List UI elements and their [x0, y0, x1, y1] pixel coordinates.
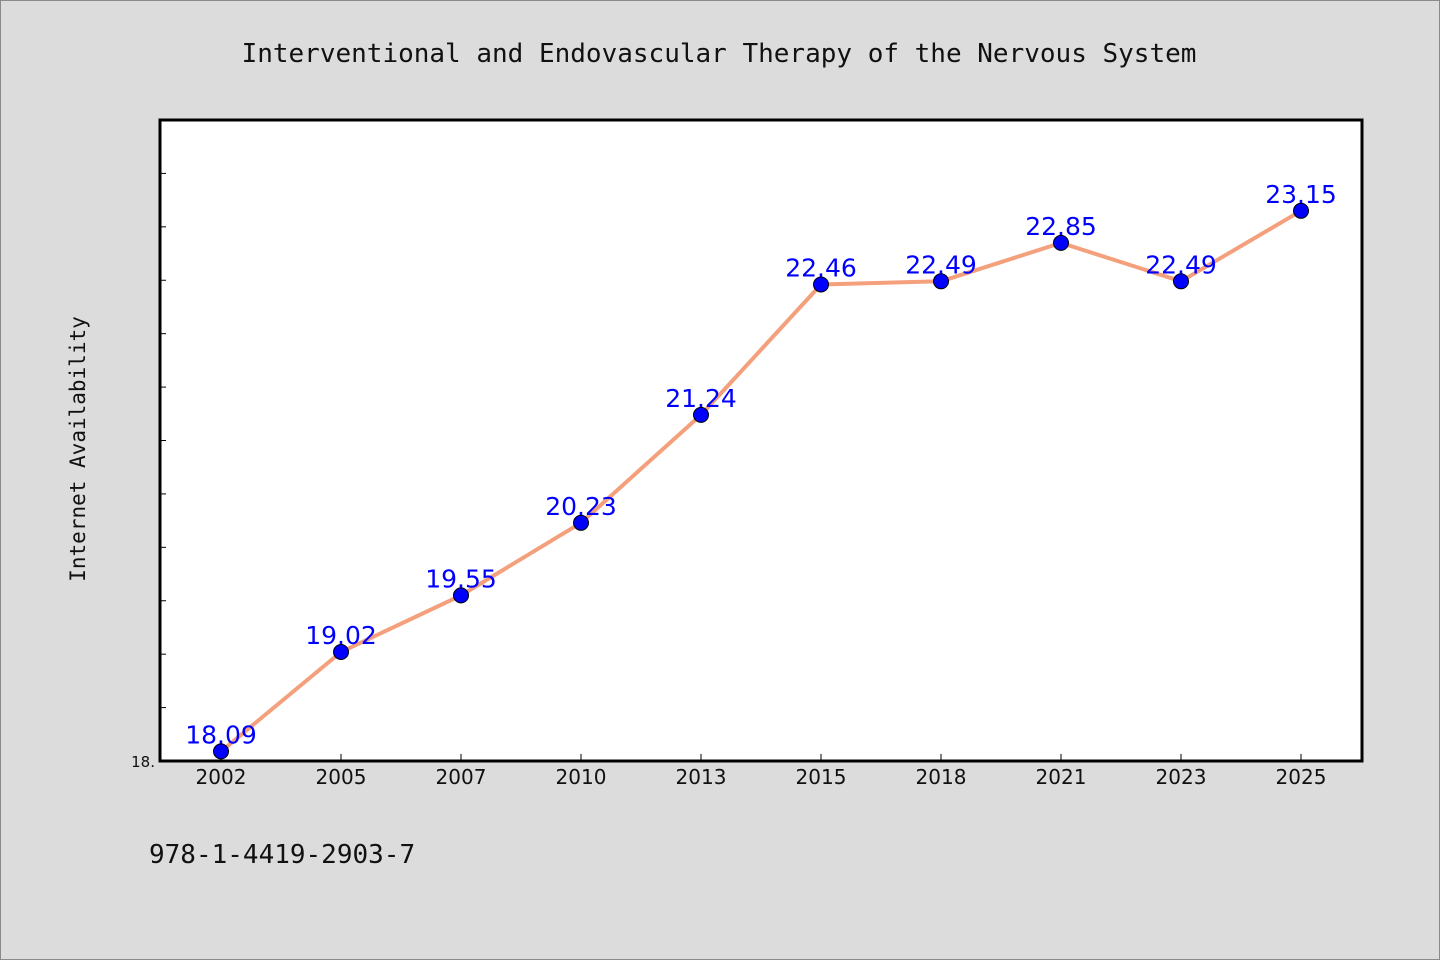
data-markers: [213, 202, 1309, 760]
plot-area: [160, 120, 1362, 761]
data-point: [813, 276, 829, 293]
data-point: [1293, 202, 1309, 219]
x-tick-label: 2023: [1156, 765, 1207, 789]
data-point: [1053, 234, 1069, 251]
data-label: 22.46: [785, 254, 857, 283]
data-label: 20.23: [545, 492, 617, 521]
plot-frame: [158, 118, 1364, 763]
data-point: [213, 743, 229, 760]
data-point: [693, 406, 709, 423]
x-tick-label: 2015: [796, 765, 847, 789]
data-label: 22.85: [1025, 212, 1097, 241]
data-labels: 18.09 19.02 19.55 20.23 21.24 22.46 22.49 22.85…: [185, 180, 1337, 750]
data-label: 23.15: [1265, 180, 1337, 209]
x-tick-label: 2013: [676, 765, 727, 789]
data-label: 19.02: [305, 621, 377, 650]
x-tick-label: 2018: [916, 765, 967, 789]
x-tick-label: 2002: [196, 765, 247, 789]
y-tick-label: 18.: [131, 753, 155, 771]
x-tick-label: 2007: [436, 765, 487, 789]
data-label: 22.49: [1145, 250, 1217, 279]
x-tick-label: 2021: [1036, 765, 1087, 789]
data-label: 22.49: [905, 250, 977, 279]
data-label: 19.55: [425, 564, 497, 593]
x-axis-tick-labels: 2002 2005 2007 2010 2013 2015 2018 2021 2023 2025: [196, 765, 1327, 789]
x-tick-label: 2005: [316, 765, 367, 789]
series-line: [219, 208, 1303, 754]
y-axis-label: Internet Availability: [66, 316, 90, 582]
chart-title: Interventional and Endovascular Therapy …: [242, 39, 1197, 69]
data-point: [1173, 273, 1189, 290]
x-tick-label: 2025: [1276, 765, 1327, 789]
data-label: 21.24: [665, 384, 737, 413]
x-tick-label: 2010: [556, 765, 607, 789]
data-label: 18.09: [185, 720, 257, 749]
footer-isbn: 978-1-4419-2903-7: [149, 840, 415, 870]
data-point: [333, 644, 349, 660]
data-point: [453, 587, 469, 604]
data-point: [573, 514, 589, 531]
data-point: [933, 273, 949, 290]
